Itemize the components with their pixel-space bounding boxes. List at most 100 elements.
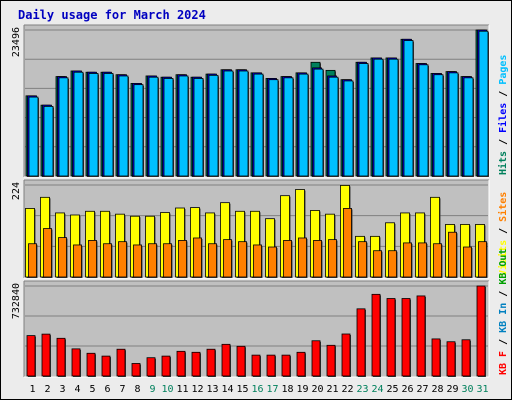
legend-kb-f: KB F <box>498 351 509 375</box>
bar-sites-4 <box>73 244 83 278</box>
bar-pages-30 <box>463 77 474 177</box>
bar-pages-10-fill <box>163 78 174 177</box>
bar-sites-10 <box>163 243 173 278</box>
panel-hits-files-pages: 23496 Hits / Files / Pages <box>11 24 509 178</box>
legend-separator: / <box>498 333 509 351</box>
bar-pages-8 <box>133 84 144 177</box>
day-axis: 1 2 3 4 5 6 7 8 9 10 11 12 13 14 15 16 17 18 19 20 21 22 23 24 2… <box>29 384 488 395</box>
bar-kb-f-18 <box>281 354 291 377</box>
bar-kb-f-21 <box>326 344 336 377</box>
bar-sites-28-fill <box>433 243 442 278</box>
bar-sites-3 <box>58 237 68 278</box>
bar-sites-1 <box>28 243 38 278</box>
panel-hits-files-pages-legend-text: Hits / Files / Pages <box>497 55 509 175</box>
bar-pages-26-fill <box>403 40 414 177</box>
bar-pages-22 <box>343 80 354 177</box>
bar-pages-7 <box>118 75 129 177</box>
bar-pages-25-fill <box>388 58 399 177</box>
bar-pages-2 <box>43 106 54 177</box>
bar-pages-28 <box>433 74 444 177</box>
bar-pages-29 <box>448 72 459 177</box>
bar-kb-f-15-fill <box>236 345 246 377</box>
bar-sites-16 <box>253 244 263 278</box>
day-label-12: 12 <box>191 384 203 395</box>
day-label-24: 24 <box>371 384 383 395</box>
bar-sites-27 <box>418 242 428 278</box>
day-label-25: 25 <box>386 384 398 395</box>
bar-pages-28-fill <box>433 74 444 177</box>
bar-sites-18 <box>283 240 293 278</box>
day-label-22: 22 <box>341 384 353 395</box>
bar-kb-f-27-fill <box>416 295 426 377</box>
bar-sites-13 <box>208 243 218 278</box>
bar-kb-f-23-fill <box>356 308 366 377</box>
bar-pages-17 <box>268 79 279 177</box>
day-label-23: 23 <box>356 384 368 395</box>
bar-sites-11 <box>178 240 188 278</box>
bar-kb-f-11 <box>176 350 186 377</box>
bar-kb-f-10 <box>161 355 171 377</box>
day-label-18: 18 <box>281 384 293 395</box>
day-label-10: 10 <box>161 384 173 395</box>
bar-kb-f-29-fill <box>446 341 456 377</box>
legend-pages: Pages <box>498 55 509 85</box>
bar-sites-31 <box>478 241 488 278</box>
day-label-11: 11 <box>176 384 188 395</box>
bar-pages-12 <box>193 78 204 177</box>
bar-pages-9 <box>148 76 159 177</box>
day-label-8: 8 <box>134 384 140 395</box>
bar-kb-f-24-fill <box>371 293 381 377</box>
bar-pages-19-fill <box>298 73 309 177</box>
bar-kb-f-7 <box>116 348 126 377</box>
bar-pages-7-fill <box>118 75 129 177</box>
bar-sites-29-fill <box>448 231 457 278</box>
bar-pages-31-fill <box>478 30 489 177</box>
bar-kb-f-5 <box>86 352 96 377</box>
bar-kb-f-6-fill <box>101 355 111 377</box>
bar-kb-f-4 <box>71 348 81 377</box>
bar-sites-24 <box>373 250 383 278</box>
bar-sites-18-fill <box>283 240 292 278</box>
bar-sites-25-fill <box>388 250 397 278</box>
panel-kbytes: 732840 KB F / KB In / KB Out <box>11 249 509 378</box>
bar-pages-15-fill <box>238 70 249 177</box>
panel-visits-sites-legend-text: Visits / Sites <box>497 192 509 276</box>
bar-sites-30-fill <box>463 246 472 278</box>
bar-kb-f-2 <box>41 333 51 377</box>
bar-sites-1-fill <box>28 243 37 278</box>
bar-kb-f-26 <box>401 298 411 377</box>
bar-kb-f-22-fill <box>341 333 351 377</box>
legend-separator: / <box>498 85 509 103</box>
day-label-4: 4 <box>74 384 80 395</box>
bar-pages-21-fill <box>328 76 339 177</box>
bar-pages-16 <box>253 73 264 177</box>
bar-kb-f-19-fill <box>296 351 306 377</box>
panel-visits-sites-legend: Visits / Sites <box>497 192 509 276</box>
bar-pages-13 <box>208 74 219 177</box>
bar-sites-14-fill <box>223 239 232 278</box>
bar-sites-15 <box>238 241 248 278</box>
bar-pages-16-fill <box>253 73 264 177</box>
day-label-20: 20 <box>311 384 323 395</box>
legend-kb-out: KB Out <box>498 249 509 285</box>
bar-sites-5-fill <box>88 240 97 278</box>
legend-files: Files <box>497 103 509 133</box>
legend-visits: Visits <box>497 240 509 276</box>
bar-pages-19 <box>298 73 309 177</box>
bar-sites-7-fill <box>118 241 127 278</box>
bar-sites-27-fill <box>418 242 427 278</box>
legend-kb-in: KB In <box>498 303 509 333</box>
bar-kb-f-7-fill <box>116 348 126 377</box>
bar-kb-f-14-fill <box>221 343 231 377</box>
bar-sites-9 <box>148 243 158 278</box>
bar-pages-6 <box>103 73 114 177</box>
bar-pages-1-fill <box>28 96 39 177</box>
bar-kb-f-30 <box>461 339 471 377</box>
day-label-31: 31 <box>476 384 488 395</box>
bar-sites-3-fill <box>58 237 67 278</box>
bar-kb-f-29 <box>446 341 456 377</box>
bar-sites-14 <box>223 239 233 278</box>
bar-kb-f-2-fill <box>41 333 51 377</box>
bar-sites-24-fill <box>373 250 382 278</box>
